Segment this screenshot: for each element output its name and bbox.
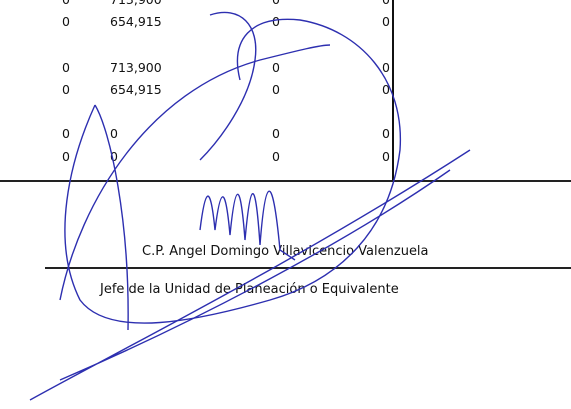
table-cell: 0: [382, 149, 390, 164]
table-cell: 0: [62, 82, 70, 97]
table-cell: 0: [272, 14, 280, 29]
table-cell: 0: [382, 60, 390, 75]
table-cell: 0: [110, 149, 118, 164]
table-cell: 713,900: [110, 60, 162, 75]
table-cell: 0: [382, 82, 390, 97]
table-cell: 0: [272, 149, 280, 164]
table-bottom-border: [0, 180, 571, 182]
table-cell: 0: [272, 126, 280, 141]
table-cell: 654,915: [110, 14, 162, 29]
table-cell: 0: [62, 126, 70, 141]
table-cell: 0: [110, 126, 118, 141]
table-cell: 0: [382, 14, 390, 29]
table-cell: 0: [382, 126, 390, 141]
signature-line: [45, 267, 571, 269]
table-cell: 654,915: [110, 82, 162, 97]
table-cell: 0: [382, 0, 390, 8]
table-cell: 0: [62, 0, 70, 8]
table-cell: 0: [272, 0, 280, 8]
table-cell: 0: [62, 60, 70, 75]
column-border: [392, 0, 394, 182]
table-cell: 713,900: [110, 0, 162, 8]
table-cell: 0: [272, 82, 280, 97]
table-cell: 0: [62, 149, 70, 164]
table-cell: 0: [272, 60, 280, 75]
table-cell: 0: [62, 14, 70, 29]
